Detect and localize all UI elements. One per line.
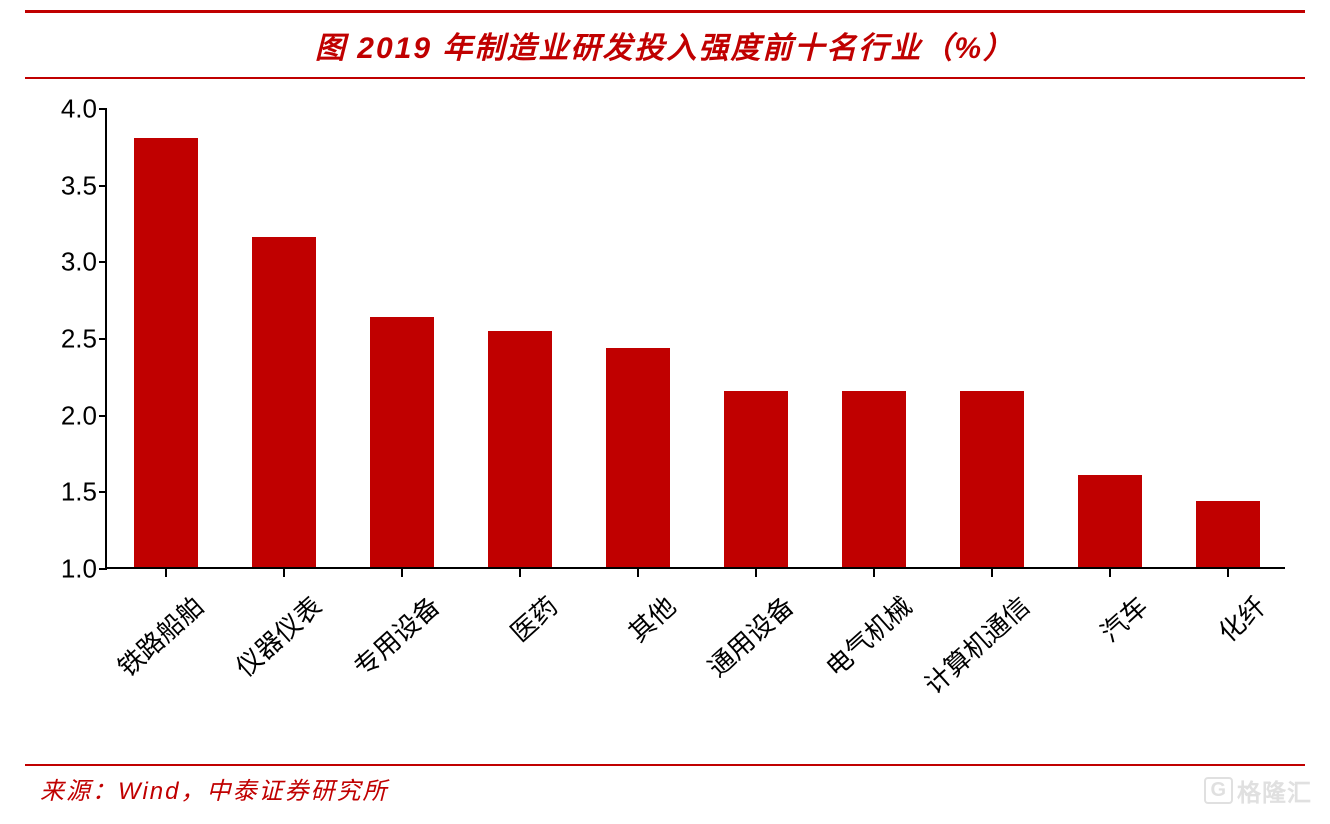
x-tick-label: 医药 — [421, 587, 565, 722]
plot-region: 1.01.52.02.53.03.54.0铁路船舶仪器仪表专用设备医药其他通用设… — [105, 109, 1285, 569]
watermark: G 格隆汇 — [1204, 773, 1312, 808]
x-tick-label: 专用设备 — [303, 587, 447, 722]
y-tick-label: 2.5 — [42, 324, 97, 355]
x-tick-label: 化纤 — [1129, 587, 1273, 722]
x-tick-label: 通用设备 — [657, 587, 801, 722]
x-tick-mark — [755, 569, 757, 577]
watermark-text: 格隆汇 — [1237, 773, 1312, 808]
bar — [724, 391, 789, 567]
footer-divider — [25, 764, 1305, 766]
x-tick-label: 计算机通信 — [893, 587, 1037, 722]
x-tick-mark — [1109, 569, 1111, 577]
x-tick-label: 其他 — [539, 587, 683, 722]
y-tick-mark — [99, 185, 107, 187]
y-tick-label: 2.0 — [42, 400, 97, 431]
x-tick-mark — [165, 569, 167, 577]
bar — [960, 391, 1025, 567]
x-tick-mark — [283, 569, 285, 577]
y-tick-label: 1.5 — [42, 477, 97, 508]
x-tick-label: 仪器仪表 — [185, 587, 329, 722]
y-tick-label: 4.0 — [42, 94, 97, 125]
bar — [252, 237, 317, 567]
y-tick-label: 1.0 — [42, 554, 97, 585]
bar — [488, 331, 553, 567]
y-tick-label: 3.5 — [42, 170, 97, 201]
y-tick-label: 3.0 — [42, 247, 97, 278]
y-tick-mark — [99, 261, 107, 263]
bar — [1196, 501, 1261, 567]
x-tick-mark — [1227, 569, 1229, 577]
y-tick-mark — [99, 108, 107, 110]
source-text: 来源：Wind，中泰证券研究所 — [40, 771, 388, 806]
chart-title: 图 2019 年制造业研发投入强度前十名行业（%） — [315, 32, 1015, 65]
title-bar: 图 2019 年制造业研发投入强度前十名行业（%） — [25, 10, 1305, 79]
x-tick-label: 汽车 — [1011, 587, 1155, 722]
x-tick-label: 铁路船舶 — [67, 587, 211, 722]
bar — [1078, 475, 1143, 567]
y-tick-mark — [99, 415, 107, 417]
x-tick-label: 电气机械 — [775, 587, 919, 722]
bar — [370, 317, 435, 567]
watermark-badge: G — [1204, 777, 1233, 804]
x-tick-mark — [637, 569, 639, 577]
x-tick-mark — [401, 569, 403, 577]
chart-container: 图 2019 年制造业研发投入强度前十名行业（%） 1.01.52.02.53.… — [0, 0, 1330, 824]
y-tick-mark — [99, 568, 107, 570]
y-tick-mark — [99, 338, 107, 340]
bar — [842, 391, 907, 567]
bar — [606, 348, 671, 567]
x-tick-mark — [519, 569, 521, 577]
chart-area: 1.01.52.02.53.03.54.0铁路船舶仪器仪表专用设备医药其他通用设… — [25, 99, 1305, 719]
x-tick-mark — [873, 569, 875, 577]
x-tick-mark — [991, 569, 993, 577]
bar — [134, 138, 199, 567]
y-tick-mark — [99, 491, 107, 493]
